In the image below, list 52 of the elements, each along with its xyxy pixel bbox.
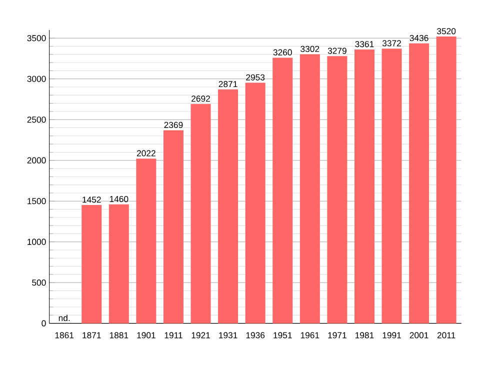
x-tick-label: 1911 <box>164 332 182 338</box>
x-tick-label: 1981 <box>356 332 374 338</box>
bar <box>272 58 293 324</box>
bar <box>354 49 374 324</box>
bar <box>218 89 238 324</box>
x-tick-label: 1871 <box>82 332 101 338</box>
bar <box>163 130 184 324</box>
bar <box>82 204 102 324</box>
bar <box>300 54 320 324</box>
bar <box>190 104 211 324</box>
x-tick-label: 1971 <box>328 332 346 338</box>
data-label: 3260 <box>273 49 292 56</box>
x-tick-label: 1861 <box>55 332 74 338</box>
data-label: 3520 <box>437 28 456 34</box>
y-tick-label: 0 <box>42 320 46 326</box>
x-tick-label: 1961 <box>300 332 320 338</box>
data-label: 3436 <box>410 34 428 41</box>
x-tick-label: 2011 <box>437 332 456 338</box>
data-label: 2369 <box>164 122 183 128</box>
x-tick-label: 1931 <box>219 332 238 338</box>
text: nd. <box>58 314 70 321</box>
data-label: 3372 <box>382 40 401 46</box>
y-tick-label: 1000 <box>28 238 46 245</box>
data-label: 1452 <box>82 196 101 203</box>
x-tick-label: 1921 <box>192 332 210 338</box>
x-tick-label: 1936 <box>246 332 265 338</box>
data-label: 3279 <box>328 48 346 54</box>
bar <box>436 36 456 324</box>
y-tick-label: 2500 <box>27 116 46 123</box>
x-tick-label: 1901 <box>137 332 156 338</box>
data-label: 2022 <box>136 150 156 156</box>
y-tick-label: 3000 <box>27 76 46 82</box>
data-label: 2953 <box>246 74 265 80</box>
y-tick-label: 1500 <box>28 198 46 204</box>
data-label: 2692 <box>192 95 210 102</box>
data-label: 3361 <box>355 40 374 48</box>
y-tick-label: 2000 <box>27 157 46 164</box>
bar <box>327 56 348 324</box>
x-tick-label: 1951 <box>274 332 292 338</box>
bar <box>382 48 402 324</box>
data-label: 2871 <box>218 80 238 87</box>
x-tick-label: 1991 <box>382 332 401 338</box>
x-tick-label: 1881 <box>110 332 128 338</box>
y-tick-label: 500 <box>32 279 46 286</box>
bar <box>108 204 129 324</box>
bar <box>409 43 430 324</box>
bar <box>245 82 266 324</box>
y-tick-label: 3500 <box>27 34 46 42</box>
x-tick-label: 2001 <box>410 332 428 338</box>
data-label: 3302 <box>300 46 320 52</box>
bar <box>136 158 156 324</box>
data-label: 1460 <box>110 196 128 202</box>
